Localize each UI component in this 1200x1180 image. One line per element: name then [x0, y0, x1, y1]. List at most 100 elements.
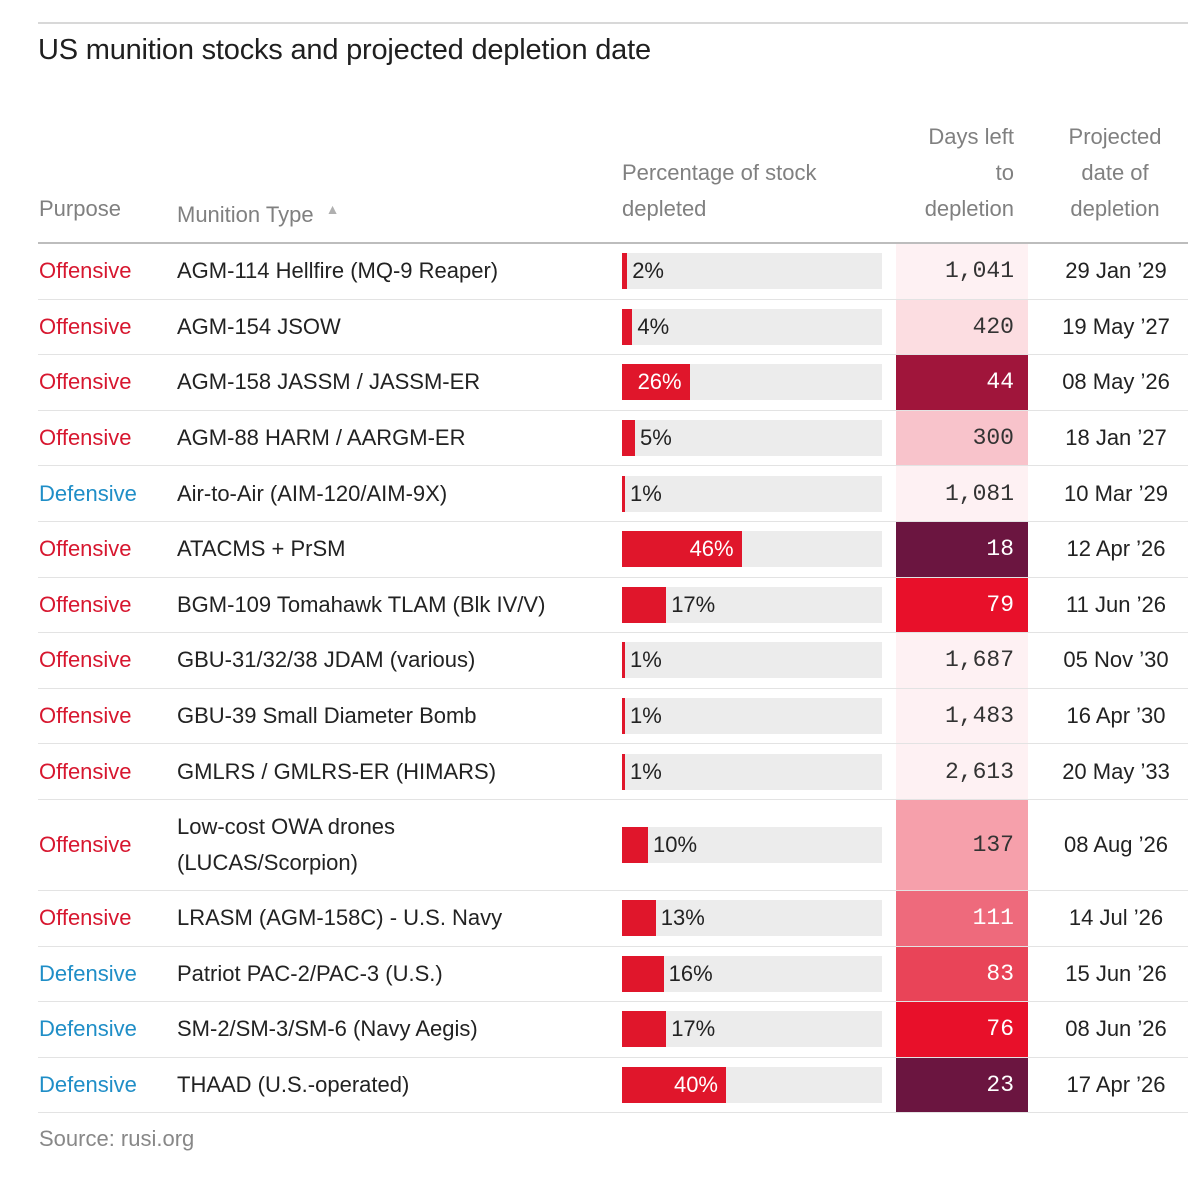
projected-date-cell: 10 Mar ’29 [1064, 480, 1168, 506]
munition-type-cell: AGM-114 Hellfire (MQ-9 Reaper) [177, 244, 617, 299]
table-row: Defensive SM-2/SM-3/SM-6 (Navy Aegis) 17% 7… [38, 1002, 1188, 1058]
days-left-cell: 2,613 [896, 744, 1028, 799]
percentage-bar-track: 2% [622, 253, 882, 290]
header-projected-date[interactable]: Projected date of depletion [1030, 119, 1200, 227]
munition-type-cell: Patriot PAC-2/PAC-3 (U.S.) [177, 947, 617, 1002]
header-days-line-1: Days left [928, 124, 1014, 149]
purpose-cell: Defensive [39, 1072, 137, 1098]
sort-ascending-icon[interactable]: ▲ [325, 201, 340, 217]
munition-type-cell: AGM-158 JASSM / JASSM-ER [177, 355, 617, 410]
munition-type-label: AGM-154 JSOW [177, 313, 341, 339]
projected-date-cell: 05 Nov ’30 [1063, 647, 1169, 673]
projected-date-cell: 11 Jun ’26 [1066, 591, 1166, 617]
percentage-cell: 40% [622, 1058, 882, 1113]
percentage-bar-track: 17% [622, 1011, 882, 1048]
days-left-cell: 420 [896, 299, 1028, 355]
days-left-cell: 1,483 [896, 688, 1028, 744]
percentage-bar [622, 253, 628, 290]
projected-date-cell: 08 Jun ’26 [1065, 1016, 1167, 1042]
percentage-bar-track: 1% [622, 698, 882, 735]
munition-type-cell: GMLRS / GMLRS-ER (HIMARS) [177, 744, 617, 799]
header-projected-line-3: depletion [1070, 196, 1160, 221]
munition-type-label: BGM-109 Tomahawk TLAM (Blk IV/V) [177, 591, 546, 617]
projected-date-cell: 08 May ’26 [1062, 369, 1170, 395]
days-left-cell: 1,687 [896, 633, 1028, 688]
munition-type-cell: ATACMS + PrSM [177, 522, 617, 577]
percentage-bar [622, 531, 742, 568]
percentage-cell: 5% [622, 411, 882, 466]
header-percentage-line-1: Percentage of stock [622, 160, 817, 185]
table-row: Offensive BGM-109 Tomahawk TLAM (Blk IV/V… [38, 577, 1188, 634]
percentage-bar [622, 308, 633, 345]
munition-type-label: Low-cost OWA drones (LUCAS/Scorpion) [177, 813, 396, 875]
percentage-bar-track: 1% [622, 753, 882, 790]
purpose-cell: Offensive [39, 647, 132, 673]
percentage-cell: 13% [622, 891, 882, 946]
percentage-bar-track: 46% [622, 531, 882, 568]
munition-type-cell: AGM-88 HARM / AARGM-ER [177, 411, 617, 466]
projected-date-cell: 17 Apr ’26 [1066, 1072, 1166, 1098]
munition-type-label: GBU-39 Small Diameter Bomb [177, 703, 477, 729]
percentage-bar-track: 17% [622, 586, 882, 623]
percentage-label: 1% [630, 703, 662, 729]
projected-date-cell: 29 Jan ’29 [1065, 258, 1167, 284]
percentage-cell: 46% [622, 522, 882, 577]
percentage-bar-track: 13% [622, 900, 882, 937]
percentage-label: 10% [653, 831, 698, 857]
percentage-bar-track: 1% [622, 475, 882, 512]
percentage-bar [622, 586, 667, 623]
munition-type-label: Air-to-Air (AIM-120/AIM-9X) [177, 480, 448, 506]
header-purpose[interactable]: Purpose [39, 196, 121, 221]
purpose-cell: Offensive [39, 905, 132, 931]
munition-type-cell: SM-2/SM-3/SM-6 (Navy Aegis) [177, 1002, 617, 1057]
percentage-bar-track: 5% [622, 420, 882, 457]
projected-date-cell: 19 May ’27 [1062, 313, 1170, 339]
top-rule [38, 22, 1188, 24]
percentage-cell: 10% [622, 800, 882, 890]
days-left-cell: 18 [896, 521, 1028, 577]
percentage-bar-track: 16% [622, 955, 882, 992]
header-munition-type-label: Munition Type [177, 202, 314, 227]
percentage-label: 16% [668, 960, 713, 986]
days-left-cell: 137 [896, 799, 1028, 890]
percentage-bar [622, 642, 625, 679]
header-days-left[interactable]: Days left to depletion [896, 119, 1014, 227]
percentage-bar [622, 364, 690, 401]
percentage-bar [622, 475, 625, 512]
percentage-label: 1% [630, 647, 662, 673]
table-row: Defensive THAAD (U.S.-operated) 40% 23 17 Ap… [38, 1057, 1188, 1114]
purpose-cell: Offensive [39, 369, 132, 395]
munition-type-cell: GBU-39 Small Diameter Bomb [177, 689, 617, 744]
percentage-bar [622, 698, 625, 735]
projected-date-cell: 18 Jan ’27 [1065, 425, 1167, 451]
percentage-label: 46% [689, 536, 734, 562]
munition-type-label: THAAD (U.S.-operated) [177, 1072, 410, 1098]
table-row: Offensive Low-cost OWA drones (LUCAS/Scor… [38, 799, 1188, 891]
percentage-cell: 1% [622, 633, 882, 688]
percentage-bar [622, 420, 635, 457]
munition-type-label: GMLRS / GMLRS-ER (HIMARS) [177, 758, 497, 784]
munition-type-cell: BGM-109 Tomahawk TLAM (Blk IV/V) [177, 578, 617, 633]
days-left-cell: 83 [896, 946, 1028, 1002]
percentage-label: 17% [671, 1016, 716, 1042]
percentage-label: 40% [673, 1072, 718, 1098]
percentage-cell: 26% [622, 355, 882, 410]
percentage-cell: 17% [622, 578, 882, 633]
days-left-cell: 76 [896, 1002, 1028, 1057]
percentage-label: 4% [637, 313, 670, 339]
header-munition-type[interactable]: Munition Type ▲ [177, 191, 339, 233]
table-row: Offensive ATACMS + PrSM 46% 18 12 Apr ’26 [38, 521, 1188, 578]
percentage-label: 1% [630, 480, 662, 506]
munition-type-label: AGM-114 Hellfire (MQ-9 Reaper) [177, 258, 499, 284]
days-left-cell: 111 [896, 890, 1028, 946]
percentage-cell: 16% [622, 947, 882, 1002]
percentage-bar [622, 1011, 667, 1048]
header-percentage[interactable]: Percentage of stock depleted [622, 155, 882, 227]
percentage-cell: 4% [622, 300, 882, 355]
munition-type-label: AGM-88 HARM / AARGM-ER [177, 425, 466, 451]
percentage-bar [622, 1067, 726, 1104]
table-row: Defensive Patriot PAC-2/PAC-3 (U.S.) 16% 83… [38, 946, 1188, 1003]
purpose-cell: Defensive [39, 480, 137, 506]
projected-date-cell: 20 May ’33 [1062, 758, 1170, 784]
munition-type-cell: GBU-31/32/38 JDAM (various) [177, 633, 617, 688]
